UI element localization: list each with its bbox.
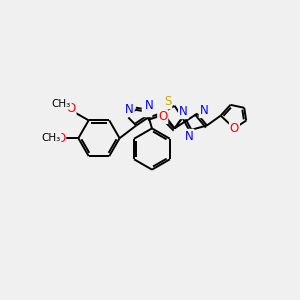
Text: N: N — [185, 130, 194, 143]
Text: N: N — [179, 105, 188, 118]
Text: CH₃: CH₃ — [52, 99, 71, 109]
Text: H: H — [143, 103, 152, 116]
Text: N: N — [125, 103, 134, 116]
Text: CH₃: CH₃ — [41, 133, 61, 143]
Text: O: O — [230, 122, 239, 135]
Text: S: S — [164, 95, 171, 108]
Text: O: O — [66, 102, 76, 115]
Text: O: O — [158, 110, 167, 123]
Text: O: O — [56, 132, 65, 145]
Text: N: N — [200, 104, 208, 117]
Text: N: N — [145, 99, 153, 112]
